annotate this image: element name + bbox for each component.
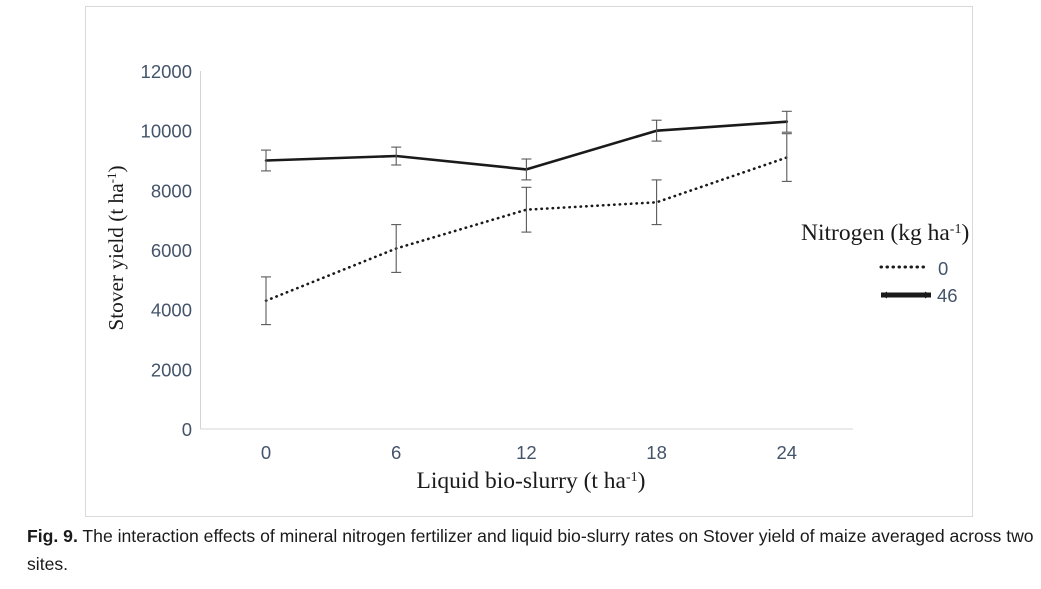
svg-text:8000: 8000 — [151, 180, 192, 201]
svg-text:Stover yield (t ha-1): Stover yield (t ha-1) — [104, 165, 129, 330]
svg-text:12000: 12000 — [141, 61, 192, 82]
svg-text:0: 0 — [261, 442, 271, 463]
svg-text:18: 18 — [646, 442, 667, 463]
svg-text:4000: 4000 — [151, 300, 192, 321]
svg-text:12: 12 — [516, 442, 537, 463]
svg-text:24: 24 — [777, 442, 798, 463]
svg-text:Nitrogen (kg ha-1): Nitrogen (kg ha-1) — [801, 220, 969, 246]
svg-text:10000: 10000 — [141, 121, 192, 142]
svg-text:6: 6 — [391, 442, 401, 463]
svg-text:46: 46 — [937, 285, 958, 306]
svg-text:0: 0 — [182, 419, 192, 440]
svg-text:2000: 2000 — [151, 359, 192, 380]
svg-text:0: 0 — [938, 258, 948, 279]
svg-text:6000: 6000 — [151, 240, 192, 261]
svg-text:Liquid bio-slurry (t ha-1): Liquid bio-slurry (t ha-1) — [416, 468, 645, 494]
